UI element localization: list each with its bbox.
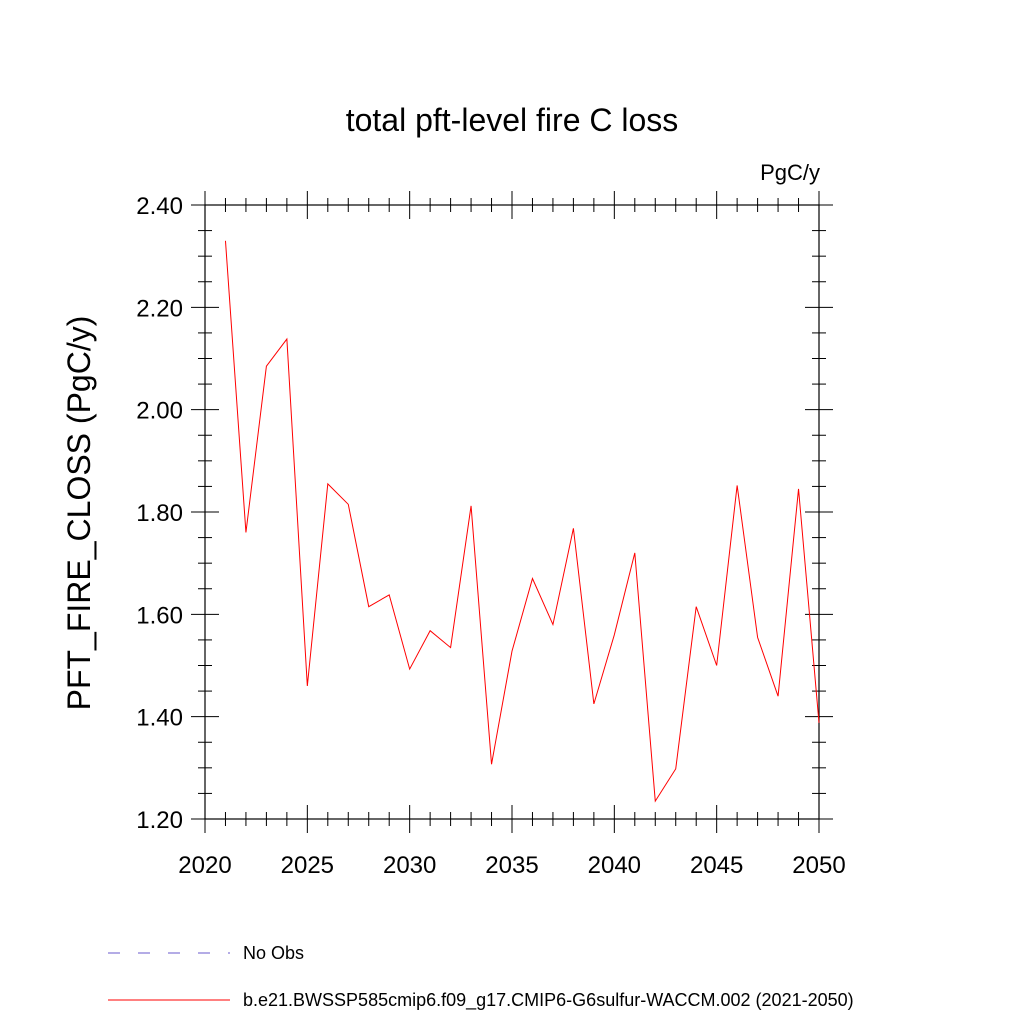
x-tick-label: 2035 [485,852,538,879]
y-tick-label: 2.20 [136,295,183,322]
legend-item-no-obs: No Obs [108,943,304,963]
series-layer [224,240,820,803]
series-line [224,240,820,803]
y-tick-label: 1.80 [136,500,183,527]
y-tick-label: 2.40 [136,193,183,220]
y-axis-label: PFT_FIRE_CLOSS (PgC/y) [61,316,97,711]
legend-item-series: b.e21.BWSSP585cmip6.f09_g17.CMIP6-G6sulf… [108,990,854,1011]
legend: No Obs b.e21.BWSSP585cmip6.f09_g17.CMIP6… [108,943,854,1011]
x-tick-label: 2050 [792,852,845,879]
legend-label-series: b.e21.BWSSP585cmip6.f09_g17.CMIP6-G6sulf… [243,990,854,1011]
x-tick-label: 2045 [690,852,743,879]
plot-frame [204,204,820,820]
y-tick-label: 1.40 [136,705,183,732]
chart-title: total pft-level fire C loss [346,102,679,138]
y-tick-label: 1.20 [136,807,183,834]
legend-label-no-obs: No Obs [243,943,304,963]
x-tick-label: 2040 [588,852,641,879]
units-label: PgC/y [760,160,820,185]
x-tick-label: 2025 [281,852,334,879]
x-tick-label: 2020 [178,852,231,879]
x-tick-label: 2030 [383,852,436,879]
axis-tick-labels: 1.20 1.40 1.60 1.80 2.00 2.20 2.40 2020 2025 2030… [136,193,845,879]
y-tick-label: 1.60 [136,602,183,629]
y-tick-label: 2.00 [136,398,183,425]
